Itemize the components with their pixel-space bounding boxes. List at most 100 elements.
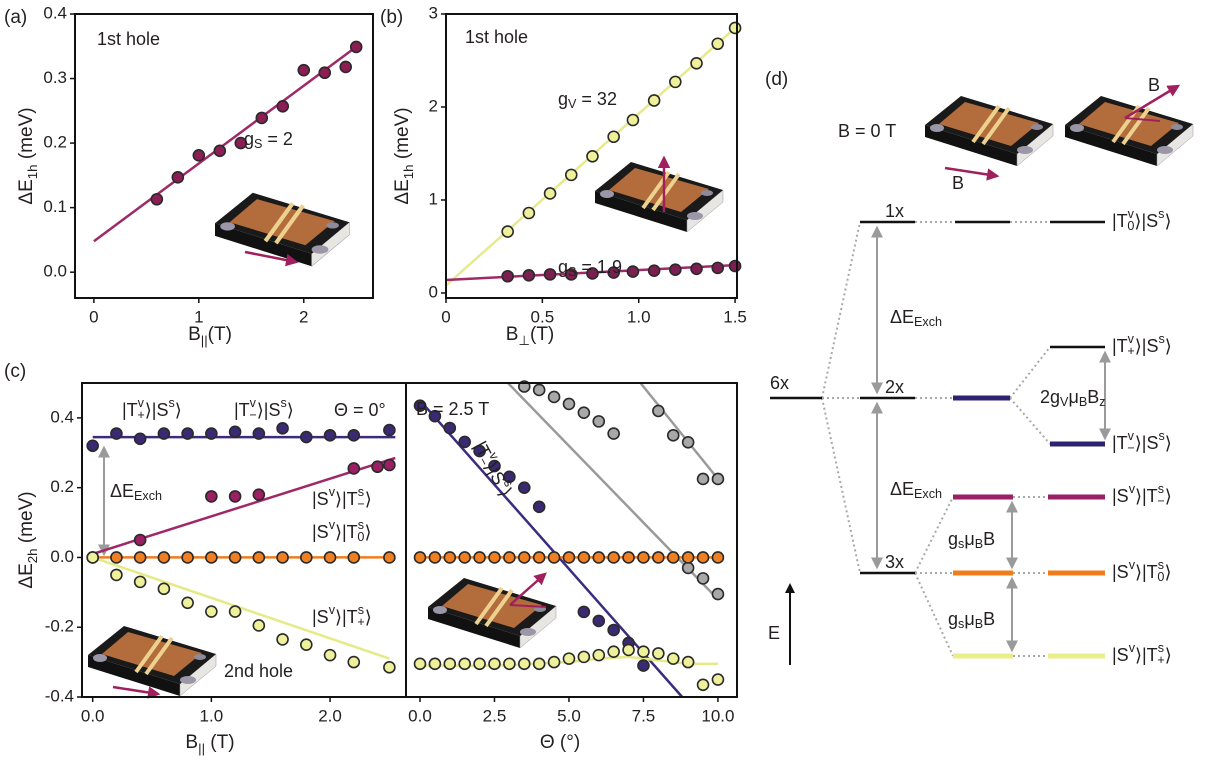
y-tick-label: -0.2 bbox=[45, 617, 74, 636]
y-tick-label: 0.4 bbox=[50, 407, 74, 426]
data-point bbox=[384, 459, 395, 470]
data-point bbox=[151, 194, 162, 205]
data-point bbox=[668, 653, 679, 664]
data-point bbox=[384, 662, 395, 673]
annotation: 2nd hole bbox=[224, 661, 293, 681]
data-point bbox=[182, 552, 193, 563]
state-label: |Sv⟩|Ts−⟩ bbox=[1112, 482, 1172, 508]
annotation-part: ⟩|T bbox=[335, 522, 358, 542]
annotation-part: ⟩ bbox=[287, 400, 294, 420]
data-point bbox=[182, 597, 193, 608]
data-point bbox=[277, 552, 288, 563]
data-point bbox=[158, 583, 169, 594]
y-axis-label-part: ΔE bbox=[16, 179, 37, 204]
data-point bbox=[668, 552, 679, 563]
data-point bbox=[730, 22, 741, 33]
annotation: gS = 2 bbox=[244, 129, 293, 152]
x-tick-label: 2.0 bbox=[318, 706, 342, 725]
annotation-part: B = 2.5 T bbox=[416, 399, 489, 419]
data-point bbox=[534, 658, 545, 669]
data-point bbox=[593, 552, 604, 563]
data-point bbox=[502, 226, 513, 237]
data-point bbox=[534, 384, 545, 395]
annotation-part: S bbox=[254, 137, 262, 151]
state-label-part: ⟩ bbox=[1164, 562, 1171, 582]
splitting-label-part: B bbox=[983, 529, 995, 549]
data-point bbox=[698, 552, 709, 563]
data-point bbox=[502, 271, 513, 282]
data-point bbox=[182, 428, 193, 439]
data-point bbox=[489, 658, 500, 669]
x-tick-label: 1.5 bbox=[723, 307, 747, 326]
annotation-part: + bbox=[137, 408, 144, 422]
annotation-part: = 32 bbox=[576, 89, 617, 109]
device-illustration bbox=[428, 578, 556, 648]
data-point bbox=[668, 430, 679, 441]
x-axis-label-part: Θ (°) bbox=[540, 732, 580, 753]
data-point bbox=[593, 416, 604, 427]
annotation-part: |S bbox=[312, 522, 329, 542]
plot-area bbox=[415, 381, 724, 697]
y-axis-label-part: (meV) bbox=[392, 107, 413, 164]
x-tick-label: 1.0 bbox=[200, 706, 224, 725]
y-axis-label-part: (meV) bbox=[16, 107, 37, 164]
data-point bbox=[627, 115, 638, 126]
plot-area bbox=[446, 22, 741, 285]
data-point bbox=[649, 265, 660, 276]
annotation-part: ⟩ bbox=[365, 607, 372, 627]
data-point bbox=[566, 169, 577, 180]
data-point bbox=[712, 473, 723, 484]
device-illustration bbox=[88, 626, 216, 696]
data-point bbox=[698, 573, 709, 584]
panel-label: (a) bbox=[4, 7, 27, 28]
annotation-part: ⟩|T bbox=[335, 607, 358, 627]
splitting-label-part: μ bbox=[1068, 387, 1078, 407]
state-label-part: |T bbox=[1112, 433, 1128, 453]
data-point bbox=[587, 151, 598, 162]
state-label-part: ⟩ bbox=[1164, 211, 1171, 231]
data-point bbox=[444, 552, 455, 563]
y-axis-label-part: 2h bbox=[25, 548, 40, 563]
data-point bbox=[638, 646, 649, 657]
annotation-part: − bbox=[357, 497, 364, 511]
annotation-part: + bbox=[357, 615, 364, 629]
annotation: ΔEExch bbox=[110, 481, 162, 504]
x-tick-label: 0 bbox=[89, 307, 98, 326]
annotation: |Sv⟩|Ts−⟩ bbox=[312, 485, 372, 511]
annotation-part: Θ = 0° bbox=[334, 400, 386, 420]
data-point bbox=[230, 491, 241, 502]
annotation-part: 0 bbox=[357, 530, 364, 544]
panel-label: (c) bbox=[4, 361, 26, 382]
x-axis-label-part: (T) bbox=[530, 324, 554, 345]
data-point bbox=[545, 269, 556, 280]
field-arrow bbox=[113, 687, 158, 694]
data-point bbox=[545, 188, 556, 199]
y-axis-label: ΔE2h (meV) bbox=[16, 491, 40, 588]
y-axis-label-part: 1h bbox=[401, 164, 416, 179]
x-axis-label-part: || bbox=[198, 741, 205, 756]
data-point bbox=[638, 552, 649, 563]
x-axis-label-part: B bbox=[188, 324, 201, 345]
x-axis-label: B|| (T) bbox=[185, 732, 234, 756]
data-point bbox=[608, 625, 619, 636]
state-label-part: ⟩ bbox=[1165, 486, 1172, 506]
annotation-part: − bbox=[249, 408, 256, 422]
data-point bbox=[683, 552, 694, 563]
splitting-arrows bbox=[877, 228, 1105, 650]
x-tick-label: 2 bbox=[299, 307, 308, 326]
state-label: |Tv−⟩|Ss⟩ bbox=[1112, 429, 1172, 455]
splitting-label-part: B bbox=[1087, 387, 1099, 407]
data-point bbox=[459, 552, 470, 563]
data-point bbox=[489, 552, 500, 563]
data-point bbox=[193, 150, 204, 161]
state-label: |Sv⟩|Ts+⟩ bbox=[1112, 641, 1172, 667]
annotation: gV = 32 bbox=[558, 89, 617, 112]
annotation-part: |T bbox=[122, 400, 138, 420]
state-label-part: − bbox=[1157, 494, 1164, 508]
y-tick-label: 3 bbox=[429, 3, 438, 22]
data-point bbox=[608, 428, 619, 439]
annotation-part: ⟩|T bbox=[335, 489, 358, 509]
data-point bbox=[214, 145, 225, 156]
annotation: 1st hole bbox=[465, 27, 528, 47]
data-point bbox=[298, 65, 309, 76]
